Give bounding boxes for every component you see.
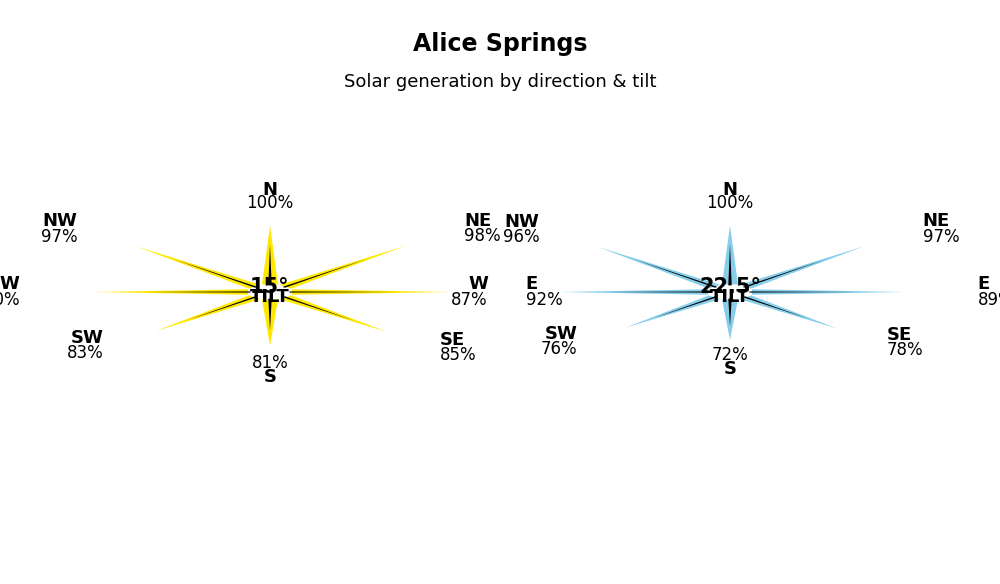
Text: 100%: 100% — [706, 194, 754, 212]
Polygon shape — [262, 300, 278, 346]
Text: TILT: TILT — [250, 288, 290, 307]
Polygon shape — [598, 247, 720, 288]
Polygon shape — [722, 225, 738, 284]
Text: SW: SW — [545, 325, 577, 343]
Polygon shape — [608, 291, 711, 293]
Text: Solar generation by direction & tilt: Solar generation by direction & tilt — [344, 73, 656, 91]
Polygon shape — [94, 289, 248, 295]
Text: 100%: 100% — [246, 194, 294, 212]
Polygon shape — [625, 296, 720, 328]
Text: 97%: 97% — [923, 228, 959, 246]
Polygon shape — [560, 289, 708, 295]
Polygon shape — [635, 259, 717, 288]
Text: NW: NW — [504, 213, 539, 231]
Polygon shape — [262, 225, 278, 284]
Polygon shape — [280, 246, 405, 288]
Polygon shape — [268, 298, 272, 331]
Text: 76%: 76% — [541, 340, 577, 358]
Polygon shape — [743, 296, 807, 318]
Text: SE: SE — [440, 331, 465, 349]
Polygon shape — [174, 259, 257, 288]
Text: 87%: 87% — [451, 291, 488, 308]
Polygon shape — [740, 296, 838, 329]
Text: Alice Springs: Alice Springs — [413, 32, 587, 56]
Polygon shape — [156, 296, 260, 331]
Polygon shape — [740, 246, 864, 288]
Text: SE: SE — [886, 326, 912, 344]
Polygon shape — [289, 291, 399, 293]
Polygon shape — [752, 289, 904, 295]
Polygon shape — [268, 244, 272, 286]
Text: 85%: 85% — [440, 346, 476, 364]
Polygon shape — [188, 296, 257, 320]
Text: NW: NW — [43, 213, 77, 231]
Text: 15°: 15° — [250, 277, 290, 297]
Polygon shape — [743, 259, 826, 288]
Text: NE: NE — [464, 212, 492, 230]
Polygon shape — [144, 291, 251, 293]
Text: N: N — [722, 180, 738, 199]
Text: S: S — [264, 368, 276, 386]
Polygon shape — [722, 300, 738, 340]
Text: NE: NE — [923, 213, 950, 231]
Text: 98%: 98% — [464, 227, 501, 245]
Text: E: E — [526, 276, 538, 293]
Polygon shape — [280, 296, 387, 332]
Text: 90%: 90% — [0, 291, 20, 308]
Text: TILT: TILT — [710, 288, 750, 307]
Text: 97%: 97% — [41, 228, 77, 246]
Text: 92%: 92% — [526, 291, 562, 308]
Text: 96%: 96% — [503, 228, 539, 246]
Text: W: W — [468, 276, 488, 293]
Polygon shape — [749, 291, 855, 293]
Text: 83%: 83% — [67, 345, 104, 363]
Text: W: W — [0, 276, 20, 293]
Text: E: E — [977, 276, 990, 293]
Polygon shape — [728, 244, 732, 286]
Polygon shape — [655, 296, 717, 318]
Text: 89%: 89% — [977, 291, 1000, 308]
Polygon shape — [728, 298, 732, 326]
Text: S: S — [724, 360, 736, 378]
Polygon shape — [283, 259, 367, 288]
Text: 72%: 72% — [712, 346, 748, 364]
Text: N: N — [262, 180, 278, 199]
Text: 22.5°: 22.5° — [699, 277, 761, 297]
Text: 81%: 81% — [252, 354, 288, 373]
Polygon shape — [292, 289, 449, 295]
Text: 78%: 78% — [886, 341, 923, 359]
Polygon shape — [136, 246, 260, 288]
Polygon shape — [283, 296, 354, 321]
Text: SW: SW — [71, 329, 104, 347]
